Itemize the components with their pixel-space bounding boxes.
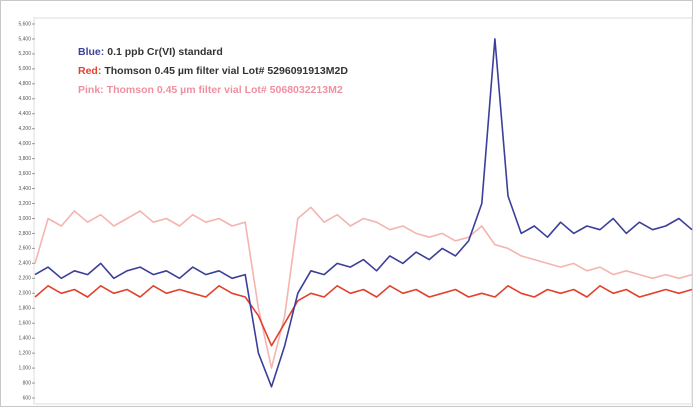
- y-tick-label: 1,200: [18, 350, 31, 356]
- y-tick-label: 4,600: [18, 96, 31, 102]
- annotation-text: 0.1 ppb Cr(VI) standard: [107, 46, 223, 58]
- y-tick-label: 3,600: [18, 171, 31, 177]
- y-tick-label: 1,600: [18, 321, 31, 327]
- annotation-text: Thomson 0.45 µm filter vial Lot# 5068032…: [107, 84, 343, 96]
- y-tick-label: 2,400: [18, 261, 31, 267]
- y-tick-label: 2,000: [18, 291, 31, 297]
- y-tick-label: 800: [23, 380, 32, 386]
- series-line: [34, 285, 693, 347]
- y-tick-label: 5,600: [18, 21, 31, 27]
- y-tick-label: 600: [23, 395, 32, 401]
- series-line: [34, 206, 693, 369]
- series-line: [34, 38, 693, 388]
- annotation: Red: Thomson 0.45 µm filter vial Lot# 529…: [78, 65, 348, 77]
- annotation: Pink: Thomson 0.45 µm filter vial Lot# 50…: [78, 84, 343, 96]
- annotation-label: Pink:: [78, 84, 104, 96]
- y-tick-label: 4,800: [18, 81, 31, 87]
- y-tick-label: 1,400: [18, 335, 31, 341]
- annotation-text: Thomson 0.45 µm filter vial Lot# 5296091…: [104, 65, 348, 77]
- y-tick-label: 4,400: [18, 111, 31, 117]
- y-tick-label: 1,000: [18, 365, 31, 371]
- y-tick-label: 1,800: [18, 306, 31, 312]
- y-tick-label: 2,600: [18, 246, 31, 252]
- annotation: Blue: 0.1 ppb Cr(VI) standard: [78, 46, 223, 58]
- y-tick-label: 3,200: [18, 201, 31, 207]
- y-tick-label: 2,800: [18, 231, 31, 237]
- y-tick-label: 5,200: [18, 51, 31, 57]
- annotation-label: Red:: [78, 65, 101, 77]
- y-tick-label: 3,400: [18, 186, 31, 192]
- y-tick-label: 5,000: [18, 66, 31, 72]
- y-tick-label: 3,800: [18, 156, 31, 162]
- y-tick-label: 3,000: [18, 216, 31, 222]
- plot-area: [33, 17, 693, 405]
- y-tick-label: 2,200: [18, 276, 31, 282]
- y-tick-label: 4,200: [18, 126, 31, 132]
- y-tick-label: 4,000: [18, 141, 31, 147]
- annotation-label: Blue:: [78, 46, 104, 58]
- y-tick-label: 5,400: [18, 36, 31, 42]
